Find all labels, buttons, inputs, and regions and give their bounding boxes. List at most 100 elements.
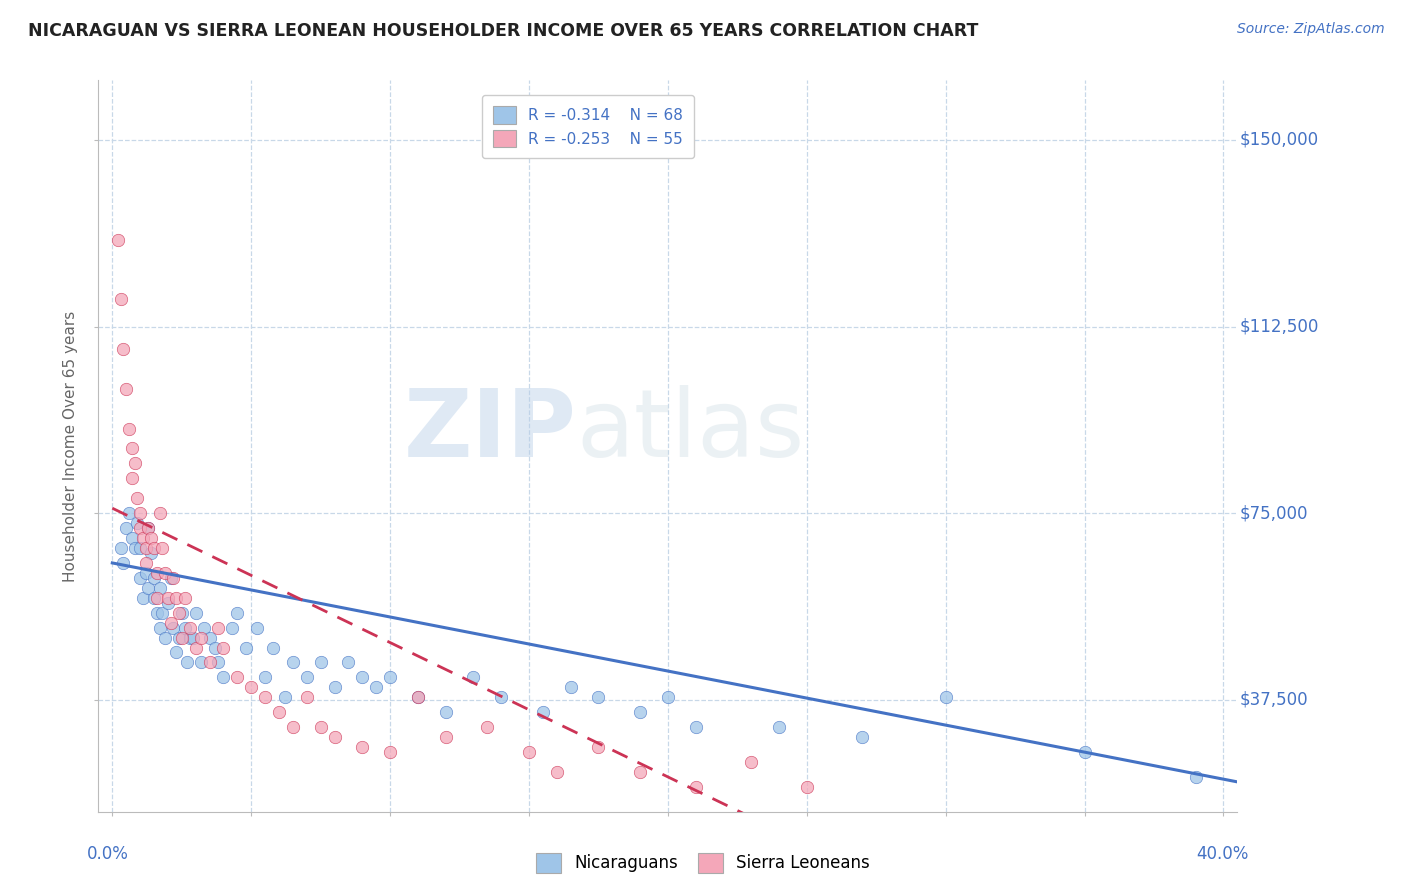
Point xyxy=(309,656,332,670)
Point xyxy=(115,382,138,396)
Point xyxy=(162,621,184,635)
Point xyxy=(135,556,157,570)
Point xyxy=(118,421,141,435)
Point xyxy=(141,531,163,545)
Point xyxy=(434,730,457,744)
Point xyxy=(159,615,181,630)
Point xyxy=(406,690,429,705)
Text: atlas: atlas xyxy=(576,385,806,477)
Point xyxy=(588,739,610,754)
Legend: R = -0.314    N = 68, R = -0.253    N = 55: R = -0.314 N = 68, R = -0.253 N = 55 xyxy=(482,95,693,158)
Point xyxy=(173,591,195,605)
Point xyxy=(112,342,135,356)
Point xyxy=(156,596,179,610)
Point xyxy=(110,541,132,555)
Point xyxy=(159,571,181,585)
Point xyxy=(323,681,346,695)
Point xyxy=(207,656,229,670)
Point xyxy=(366,681,388,695)
Point xyxy=(143,571,166,585)
Point xyxy=(352,670,374,684)
Point xyxy=(628,764,651,779)
Text: Source: ZipAtlas.com: Source: ZipAtlas.com xyxy=(1237,22,1385,37)
Point xyxy=(179,621,201,635)
Point xyxy=(107,233,129,247)
Point xyxy=(628,705,651,719)
Point xyxy=(240,681,263,695)
Point xyxy=(281,656,304,670)
Point xyxy=(115,521,138,535)
Point xyxy=(118,506,141,520)
Point xyxy=(150,541,173,555)
Point xyxy=(132,531,155,545)
Point xyxy=(273,690,295,705)
Text: $75,000: $75,000 xyxy=(1240,504,1308,522)
Point xyxy=(352,739,374,754)
Point xyxy=(295,690,318,705)
Point xyxy=(181,631,204,645)
Point xyxy=(148,581,170,595)
Point xyxy=(262,640,284,655)
Point xyxy=(138,521,160,535)
Text: $150,000: $150,000 xyxy=(1240,131,1319,149)
Point xyxy=(281,720,304,734)
Point xyxy=(190,656,212,670)
Legend: Nicaraguans, Sierra Leoneans: Nicaraguans, Sierra Leoneans xyxy=(529,847,877,880)
Point xyxy=(148,621,170,635)
Point xyxy=(153,631,176,645)
Point xyxy=(143,591,166,605)
Point xyxy=(165,645,187,659)
Point xyxy=(145,591,167,605)
Point xyxy=(295,670,318,684)
Point xyxy=(170,631,193,645)
Point xyxy=(235,640,257,655)
Point xyxy=(851,730,873,744)
Point xyxy=(489,690,512,705)
Point xyxy=(378,670,401,684)
Point xyxy=(145,566,167,580)
Point xyxy=(740,755,762,769)
Point xyxy=(167,631,190,645)
Point xyxy=(184,606,207,620)
Point xyxy=(129,571,152,585)
Point xyxy=(127,491,149,506)
Point xyxy=(145,606,167,620)
Point xyxy=(546,764,568,779)
Point xyxy=(124,541,146,555)
Point xyxy=(323,730,346,744)
Point xyxy=(162,571,184,585)
Point xyxy=(768,720,790,734)
Point xyxy=(246,621,269,635)
Point xyxy=(135,541,157,555)
Point xyxy=(207,621,229,635)
Point xyxy=(935,690,957,705)
Y-axis label: Householder Income Over 65 years: Householder Income Over 65 years xyxy=(63,310,79,582)
Point xyxy=(129,506,152,520)
Point xyxy=(254,690,277,705)
Point xyxy=(226,670,249,684)
Point xyxy=(132,591,155,605)
Point xyxy=(110,292,132,306)
Point xyxy=(531,705,554,719)
Point xyxy=(176,656,198,670)
Point xyxy=(685,720,707,734)
Point xyxy=(121,471,143,485)
Point xyxy=(138,581,160,595)
Point xyxy=(796,780,818,794)
Point xyxy=(309,720,332,734)
Point xyxy=(560,681,582,695)
Point xyxy=(685,780,707,794)
Point xyxy=(184,640,207,655)
Point xyxy=(138,521,160,535)
Point xyxy=(198,631,221,645)
Point xyxy=(267,705,290,719)
Point xyxy=(190,631,212,645)
Point xyxy=(167,606,190,620)
Point xyxy=(378,745,401,759)
Point xyxy=(129,521,152,535)
Point xyxy=(124,457,146,471)
Point xyxy=(1184,770,1206,784)
Text: 40.0%: 40.0% xyxy=(1197,845,1249,863)
Point xyxy=(170,606,193,620)
Point xyxy=(173,621,195,635)
